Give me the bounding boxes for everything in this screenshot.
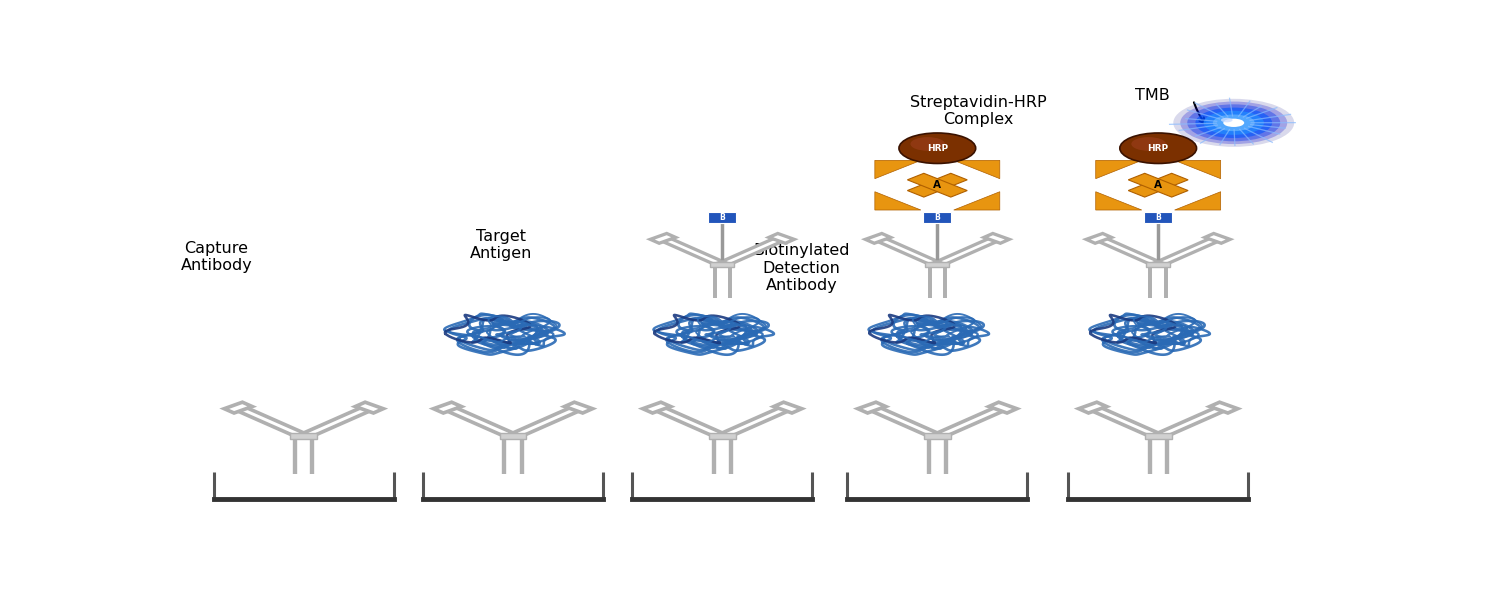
Polygon shape bbox=[867, 406, 938, 436]
Polygon shape bbox=[658, 237, 723, 264]
Polygon shape bbox=[442, 406, 513, 436]
Text: HRP: HRP bbox=[927, 144, 948, 153]
FancyBboxPatch shape bbox=[710, 433, 735, 439]
Circle shape bbox=[1221, 118, 1233, 122]
Text: Streptavidin-HRP
Complex: Streptavidin-HRP Complex bbox=[909, 95, 1047, 127]
Polygon shape bbox=[234, 406, 304, 436]
Circle shape bbox=[1120, 133, 1197, 163]
Polygon shape bbox=[1209, 402, 1237, 413]
Polygon shape bbox=[1174, 192, 1221, 210]
Polygon shape bbox=[1086, 233, 1112, 243]
Polygon shape bbox=[865, 233, 891, 243]
Polygon shape bbox=[564, 402, 592, 413]
Polygon shape bbox=[224, 402, 252, 413]
Polygon shape bbox=[770, 233, 794, 243]
Polygon shape bbox=[1078, 402, 1107, 413]
Text: Capture
Antibody: Capture Antibody bbox=[180, 241, 252, 273]
Polygon shape bbox=[874, 160, 921, 179]
FancyBboxPatch shape bbox=[1146, 262, 1170, 267]
Circle shape bbox=[1131, 137, 1166, 151]
Text: TMB: TMB bbox=[1136, 88, 1170, 103]
Polygon shape bbox=[433, 402, 462, 413]
Text: Biotinylated
Detection
Antibody: Biotinylated Detection Antibody bbox=[753, 244, 849, 293]
Polygon shape bbox=[356, 402, 384, 413]
Polygon shape bbox=[908, 173, 968, 197]
Polygon shape bbox=[938, 406, 1008, 436]
FancyBboxPatch shape bbox=[710, 262, 735, 267]
Text: HRP: HRP bbox=[1148, 144, 1168, 153]
Circle shape bbox=[1188, 104, 1280, 141]
Circle shape bbox=[910, 137, 945, 151]
Polygon shape bbox=[1158, 237, 1221, 264]
Polygon shape bbox=[722, 406, 792, 436]
Polygon shape bbox=[1128, 173, 1188, 197]
Polygon shape bbox=[774, 402, 802, 413]
Polygon shape bbox=[954, 160, 1000, 179]
Polygon shape bbox=[1095, 192, 1142, 210]
Text: Target
Antigen: Target Antigen bbox=[470, 229, 532, 262]
FancyBboxPatch shape bbox=[924, 433, 951, 439]
Text: B: B bbox=[1155, 213, 1161, 222]
Polygon shape bbox=[1158, 406, 1228, 436]
Polygon shape bbox=[954, 192, 1000, 210]
Polygon shape bbox=[1174, 160, 1221, 179]
FancyBboxPatch shape bbox=[500, 433, 526, 439]
Polygon shape bbox=[651, 233, 675, 243]
FancyBboxPatch shape bbox=[1144, 433, 1172, 439]
Polygon shape bbox=[858, 402, 886, 413]
Text: A: A bbox=[1154, 180, 1162, 190]
Circle shape bbox=[1214, 115, 1254, 131]
Polygon shape bbox=[1095, 237, 1158, 264]
Text: A: A bbox=[933, 180, 942, 190]
Polygon shape bbox=[722, 237, 786, 264]
Circle shape bbox=[1224, 119, 1244, 127]
FancyBboxPatch shape bbox=[291, 433, 316, 439]
Circle shape bbox=[1180, 101, 1287, 144]
Circle shape bbox=[1173, 99, 1294, 147]
Polygon shape bbox=[874, 237, 938, 264]
Polygon shape bbox=[1095, 160, 1142, 179]
Polygon shape bbox=[652, 406, 723, 436]
Polygon shape bbox=[984, 233, 1010, 243]
Polygon shape bbox=[642, 402, 670, 413]
Polygon shape bbox=[303, 406, 374, 436]
Text: B: B bbox=[720, 213, 724, 222]
Text: B: B bbox=[934, 213, 940, 222]
Polygon shape bbox=[874, 192, 921, 210]
Polygon shape bbox=[1128, 173, 1188, 197]
Circle shape bbox=[898, 133, 975, 163]
Circle shape bbox=[1196, 107, 1272, 138]
Polygon shape bbox=[938, 237, 1000, 264]
Polygon shape bbox=[513, 406, 584, 436]
Polygon shape bbox=[908, 173, 968, 197]
Circle shape bbox=[1203, 111, 1264, 135]
FancyBboxPatch shape bbox=[926, 262, 950, 267]
Polygon shape bbox=[1204, 233, 1230, 243]
Polygon shape bbox=[1088, 406, 1158, 436]
Polygon shape bbox=[988, 402, 1017, 413]
